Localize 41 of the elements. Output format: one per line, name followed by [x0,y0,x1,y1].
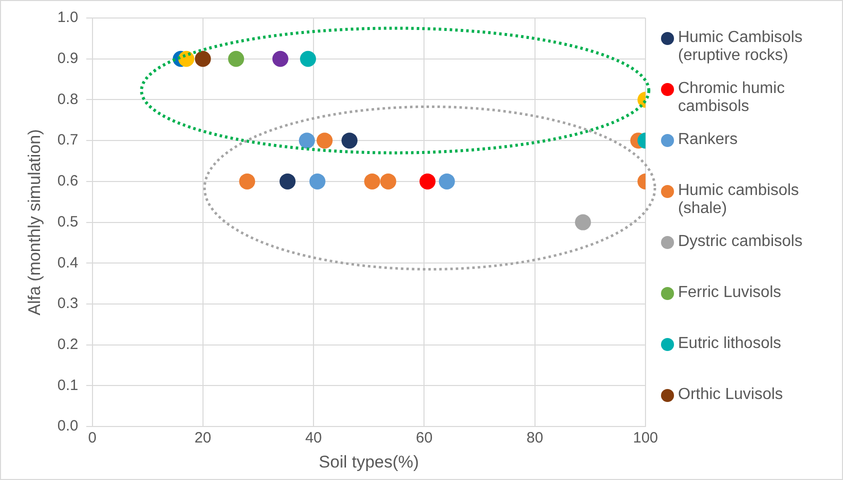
y-tick-label: 0.8 [57,90,78,108]
x-tick-label: 60 [416,430,433,447]
point [309,173,326,190]
y-tick-label: 0.3 [57,295,78,312]
y-tick-label: 0.6 [57,172,78,190]
y-tick-label: 0.9 [57,50,78,67]
point [316,132,333,149]
x-tick-label: 0 [88,430,96,447]
x-tick-label: 100 [632,430,658,447]
y-tick-label: 0.5 [57,213,78,230]
point [438,173,455,190]
y-tick-label: 1.0 [57,9,78,26]
y-axis-title: Alfa (monthly simulation) [24,129,44,316]
legend-label: Humic cambisols (shale) [678,182,800,218]
point [239,173,256,190]
x-tick-label: 80 [526,430,544,447]
y-tick-label: 0.2 [57,336,78,354]
y-tick-label: 0.0 [57,418,78,435]
point [298,132,315,149]
legend-label: Orthic Luvisols [678,386,783,404]
point [380,173,396,190]
legend-label: Eutric lithosols [678,335,782,353]
point [342,132,358,149]
x-tick-label: 20 [194,430,212,447]
legend-label: Ferric Luvisols [678,284,782,302]
point [272,50,288,67]
x-tick-label: 40 [305,430,322,447]
legend-label: Humic Cambisols (eruptive rocks) [678,29,804,65]
y-tick-label: 0.4 [57,254,78,272]
point [574,214,591,230]
legend-label: Dystric cambisols [678,233,802,251]
y-tick-label: 0.1 [57,376,78,394]
point [420,173,436,190]
x-axis-title: Soil types(%) [318,452,419,472]
point [364,173,380,190]
legend-label: Rankers [678,131,738,149]
point [228,50,244,67]
point [194,50,211,67]
point [280,173,296,190]
legend-label: Chromic humic cambisols [678,80,786,116]
y-tick-label: 0.7 [57,132,78,149]
